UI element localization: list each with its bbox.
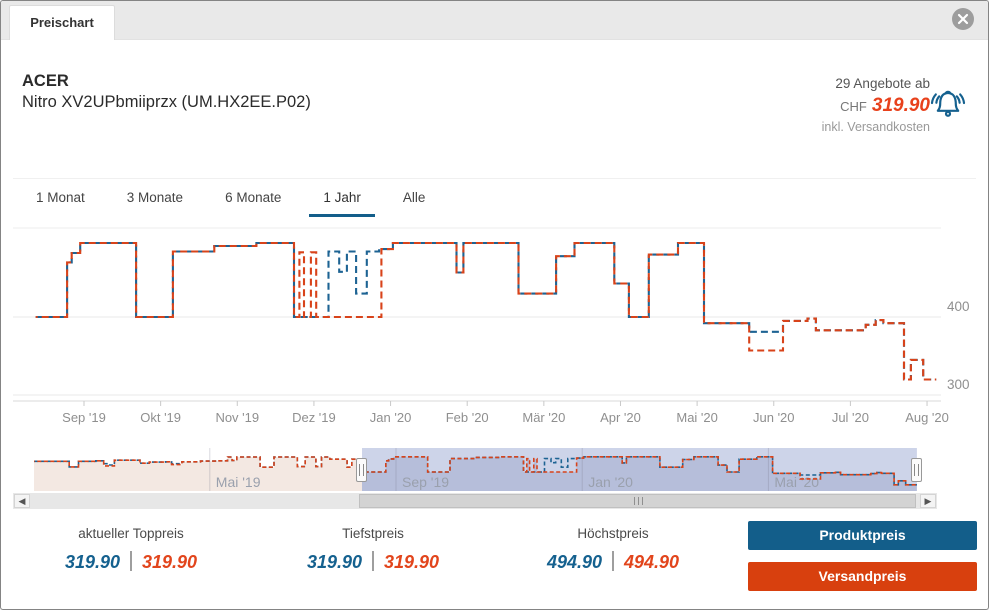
close-button[interactable] (952, 8, 974, 30)
range-tabs: 1 Monat 3 Monate 6 Monate 1 Jahr Alle (22, 190, 453, 217)
shipping-price-value: 319.90 (384, 552, 440, 572)
stat-label: Höchstpreis (577, 526, 649, 541)
range-tab-3-monate[interactable]: 3 Monate (126, 190, 184, 205)
stat-highest-price: Höchstpreis 494.90 494.90 (513, 525, 713, 573)
x-axis-label: Okt '19 (140, 410, 181, 425)
close-icon (957, 13, 969, 25)
value-divider (372, 551, 374, 571)
navigator-chart[interactable]: Mai '19 Sep '19 Jan '20 Mai '20 (34, 448, 917, 491)
x-axis-label: Dez '19 (292, 410, 336, 425)
bell-icon (930, 90, 966, 117)
price-alert-bell-button[interactable] (928, 83, 968, 125)
produktpreis-line (35, 241, 937, 381)
x-axis-label: Jun '20 (753, 410, 795, 425)
stat-lowest-price: Tiefstpreis 319.90 319.90 (273, 525, 473, 573)
shipping-price-value: 494.90 (624, 552, 680, 572)
scroll-left-button[interactable]: ◀ (14, 494, 30, 508)
currency-label: CHF (840, 99, 867, 114)
handle-grip-icon (914, 464, 919, 476)
navigator-axis-label: Mai '19 (216, 474, 261, 490)
y-axis-label: 300 (947, 377, 970, 392)
thumb-grip-icon (633, 497, 643, 505)
x-axis-label: Jan '20 (370, 410, 412, 425)
navigator-axis-label: Sep '19 (402, 474, 449, 490)
stat-current-top-price: aktueller Toppreis 319.90 319.90 (21, 525, 241, 573)
stat-label: aktueller Toppreis (78, 526, 184, 541)
versandpreis-line (35, 241, 937, 381)
range-tab-6-monate[interactable]: 6 Monate (225, 190, 282, 205)
navigator-right-handle[interactable] (911, 458, 922, 482)
brand-name: ACER (22, 72, 69, 90)
best-price-line: CHF 319.90 (822, 93, 930, 120)
x-axis-label: Feb '20 (446, 410, 489, 425)
range-tab-1-jahr[interactable]: 1 Jahr (309, 190, 375, 217)
produktpreis-legend-button[interactable]: Produktpreis (748, 521, 977, 550)
tab-bar: Preischart (1, 1, 988, 40)
navigator-unselected-fill (34, 457, 362, 491)
navigator-scrollbar[interactable]: ◀ ▶ (13, 493, 937, 509)
y-axis-label: 400 (947, 299, 970, 314)
navigator-versandpreis-line (34, 456, 917, 486)
versandpreis-legend-button[interactable]: Versandpreis (748, 562, 977, 591)
scrollbar-thumb[interactable] (359, 494, 916, 508)
x-axis-label: Mai '20 (676, 410, 718, 425)
navigator-left-handle[interactable] (356, 458, 367, 482)
tab-preischart[interactable]: Preischart (9, 5, 115, 40)
product-name: Nitro XV2UPbmiiprzx (UM.HX2EE.P02) (22, 93, 311, 111)
navigator-selected-region[interactable] (362, 448, 917, 491)
value-divider (130, 551, 132, 571)
range-tab-alle[interactable]: Alle (402, 190, 426, 205)
navigator-axis-label: Mai '20 (774, 474, 819, 490)
x-axis-label: Nov '19 (215, 410, 259, 425)
scroll-right-button[interactable]: ▶ (920, 494, 936, 508)
x-axis-label: Apr '20 (600, 410, 641, 425)
offers-summary: 29 Angebote ab CHF 319.90 inkl. Versandko… (822, 75, 930, 135)
offers-count-label: 29 Angebote ab (835, 76, 930, 91)
navigator-selected-fill (362, 456, 917, 491)
shipping-note: inkl. Versandkosten (821, 120, 930, 134)
stat-label: Tiefstpreis (342, 526, 404, 541)
value-divider (612, 551, 614, 571)
product-price-value: 319.90 (64, 552, 120, 572)
x-axis-label: Aug '20 (905, 410, 949, 425)
handle-grip-icon (359, 464, 364, 476)
section-divider (13, 178, 976, 179)
range-tab-1-monat[interactable]: 1 Monat (36, 190, 85, 205)
x-axis-label: Jul '20 (832, 410, 869, 425)
navigator-axis-label: Jan '20 (588, 474, 633, 490)
current-best-price: 319.90 (871, 95, 930, 116)
product-header: ACER Nitro XV2UPbmiiprzx (UM.HX2EE.P02) (22, 71, 311, 113)
shipping-price-value: 319.90 (142, 552, 198, 572)
product-price-value: 494.90 (546, 552, 602, 572)
product-price-value: 319.90 (306, 552, 362, 572)
x-axis-label: Sep '19 (62, 410, 106, 425)
x-axis-label: Mär '20 (522, 410, 565, 425)
